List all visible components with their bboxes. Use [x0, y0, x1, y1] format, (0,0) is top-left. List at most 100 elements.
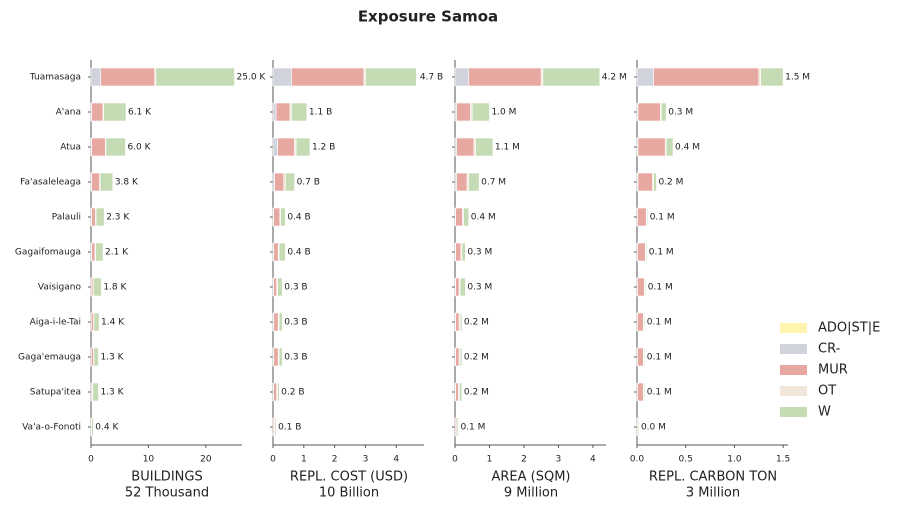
- bar-segment: [91, 207, 96, 227]
- value-label: 2.1 K: [105, 248, 129, 258]
- bar-segment: [278, 242, 286, 262]
- bar-segment: [273, 347, 279, 367]
- legend-swatch: [780, 323, 807, 333]
- bar-segment: [278, 347, 283, 367]
- bar-segment: [637, 172, 653, 192]
- legend-label: ADO|ST|E: [818, 321, 880, 336]
- x-tick-label: 1: [487, 455, 493, 465]
- bar-segment: [273, 382, 277, 402]
- x-tick-label: 0: [88, 455, 94, 465]
- x-axis-total: 52 Thousand: [125, 486, 209, 501]
- legend-label: MUR: [818, 363, 848, 378]
- category-label: Gaga'emauga: [18, 353, 81, 363]
- value-label: 6.1 K: [128, 108, 152, 118]
- bar-segment: [456, 102, 471, 122]
- bar-segment: [463, 207, 470, 227]
- value-label: 0.4 B: [287, 213, 310, 223]
- bar-segment: [456, 172, 468, 192]
- value-label: 1.0 M: [491, 108, 516, 118]
- bar-segment: [459, 312, 463, 332]
- bar-segment: [274, 417, 277, 437]
- category-label: Palauli: [52, 213, 81, 223]
- x-tick-label: 2: [521, 455, 527, 465]
- bar-segment: [456, 137, 475, 157]
- category-label: Satupa'itea: [30, 388, 81, 398]
- bar-segment: [273, 242, 279, 262]
- bar-segment: [637, 102, 661, 122]
- bar-segment: [91, 172, 100, 192]
- value-label: 0.3 B: [284, 318, 307, 328]
- bar-segment: [93, 347, 99, 367]
- value-label: 0.2 M: [464, 318, 489, 328]
- bar-segment: [92, 277, 102, 297]
- legend-label: CR-: [818, 342, 841, 357]
- legend-swatch: [780, 386, 807, 396]
- bar-segment: [665, 137, 674, 157]
- bar-segment: [475, 137, 494, 157]
- value-label: 0.3 B: [284, 283, 307, 293]
- value-label: 1.3 K: [100, 353, 124, 363]
- bar-segment: [661, 102, 667, 122]
- bar-segment: [643, 312, 646, 332]
- bar-segment: [455, 312, 460, 332]
- bar-segment: [273, 277, 277, 297]
- bar-segment: [455, 207, 463, 227]
- category-label: Aiga-i-le-Tai: [30, 318, 81, 328]
- value-label: 6.0 K: [127, 143, 151, 153]
- category-label: Va'a-o-Fonoti: [22, 423, 81, 433]
- x-tick-label: 0: [452, 455, 458, 465]
- value-label: 0.1 M: [650, 213, 675, 223]
- x-tick-label: 20: [200, 455, 212, 465]
- legend-swatch: [780, 344, 807, 354]
- value-label: 0.4 B: [287, 248, 310, 258]
- value-label: 0.3 M: [668, 108, 693, 118]
- legend-swatch: [780, 365, 807, 375]
- x-axis-label: AREA (SQM): [491, 470, 570, 485]
- x-tick-label: 1: [301, 455, 307, 465]
- x-axis-label: BUILDINGS: [131, 470, 202, 485]
- bar-segment: [454, 67, 470, 87]
- legend-label: OT: [818, 384, 836, 399]
- value-label: 0.1 B: [278, 423, 301, 433]
- bar-segment: [277, 137, 295, 157]
- bar-segment: [455, 242, 462, 262]
- chart-title: Exposure Samoa: [358, 8, 498, 26]
- bar-segment: [468, 67, 542, 87]
- x-axis-total: 3 Million: [686, 486, 740, 501]
- category-label: Tuamasaga: [29, 73, 81, 83]
- bar-segment: [273, 207, 281, 227]
- x-tick-label: 2: [332, 455, 338, 465]
- x-tick-label: 1.0: [727, 455, 742, 465]
- bar-segment: [455, 382, 459, 402]
- value-label: 1.1 M: [495, 143, 520, 153]
- x-tick-label: 0.0: [630, 455, 645, 465]
- category-label: Vaisigano: [38, 283, 82, 293]
- bar-segment: [95, 242, 104, 262]
- bar-segment: [637, 417, 640, 437]
- bar-segment: [459, 382, 463, 402]
- bar-segment: [637, 137, 666, 157]
- x-tick-label: 3: [363, 455, 369, 465]
- bar-segment: [103, 102, 127, 122]
- value-label: 0.2 M: [658, 178, 683, 188]
- bar-segment: [644, 277, 647, 297]
- x-axis-label: REPL. COST (USD): [290, 470, 408, 485]
- bar-segment: [273, 312, 279, 332]
- bar-segment: [643, 347, 646, 367]
- category-label: Fa'asaleleaga: [20, 178, 81, 188]
- value-label: 0.4 K: [95, 423, 119, 433]
- bar-segment: [637, 207, 647, 227]
- value-label: 3.8 K: [115, 178, 139, 188]
- bar-segment: [272, 137, 278, 157]
- value-label: 0.0 M: [641, 423, 666, 433]
- bar-segment: [95, 207, 105, 227]
- x-tick-label: 0.5: [679, 455, 693, 465]
- value-label: 0.2 M: [464, 353, 489, 363]
- bar-segment: [637, 242, 646, 262]
- bar-segment: [643, 382, 646, 402]
- value-label: 0.7 B: [297, 178, 320, 188]
- bar-segment: [155, 67, 235, 87]
- value-label: 0.3 M: [467, 248, 492, 258]
- bar-segment: [90, 312, 94, 332]
- bar-segment: [277, 382, 280, 402]
